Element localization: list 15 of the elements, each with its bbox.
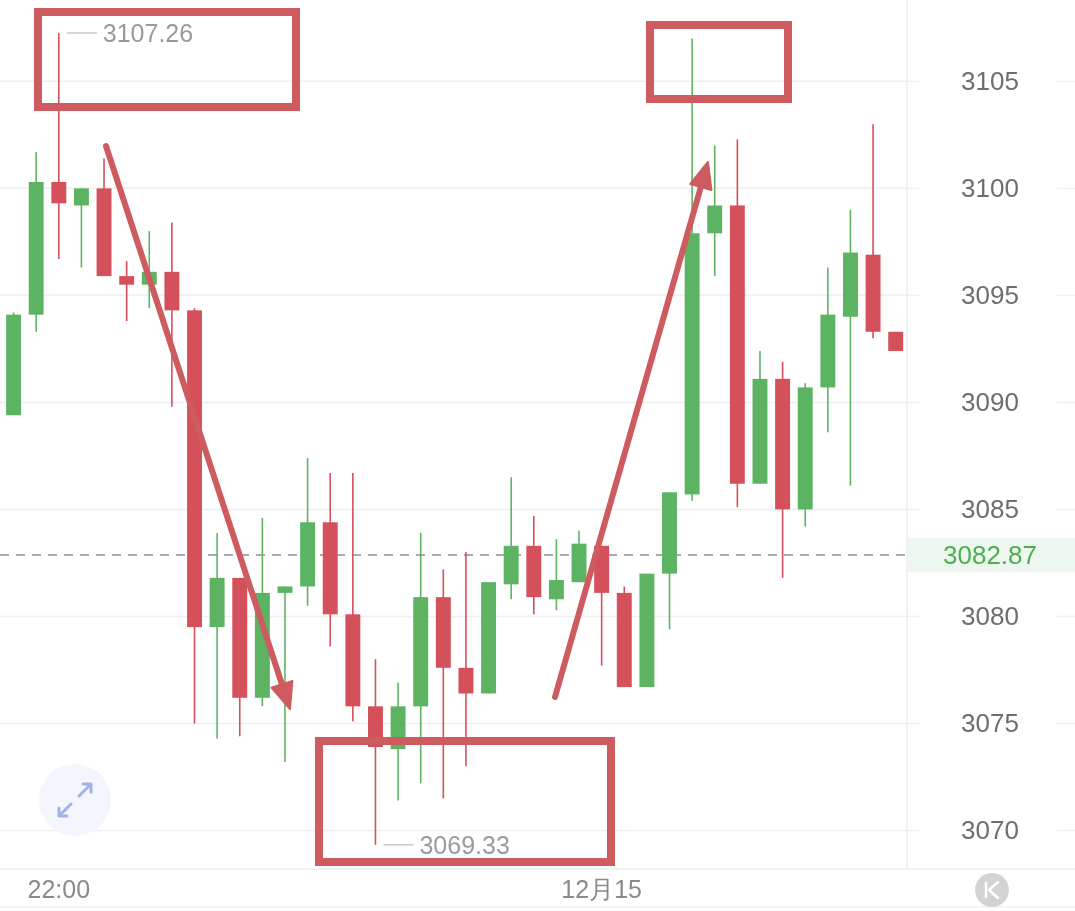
y-tick-label: 3105 [961, 66, 1019, 97]
y-tick-label: 3095 [961, 280, 1019, 311]
y-tick-label: 3075 [961, 708, 1019, 739]
y-tick-label: 3085 [961, 494, 1019, 525]
y-tick-label: 3100 [961, 173, 1019, 204]
annotation: 3069.33 [419, 830, 510, 859]
x-tick-label: 22:00 [27, 875, 91, 903]
y-tick-label: 3090 [961, 387, 1019, 418]
annotation: 3107.26 [102, 18, 194, 47]
x-tick-label: 12月15 [561, 875, 642, 903]
annotation: 3107.26 [66, 18, 194, 47]
annotation: 3069.33 [382, 830, 510, 859]
y-tick-label: 3070 [961, 815, 1019, 846]
y-tick-label: 3080 [961, 601, 1019, 632]
ref-line-label: 3082.87 [943, 540, 1037, 570]
